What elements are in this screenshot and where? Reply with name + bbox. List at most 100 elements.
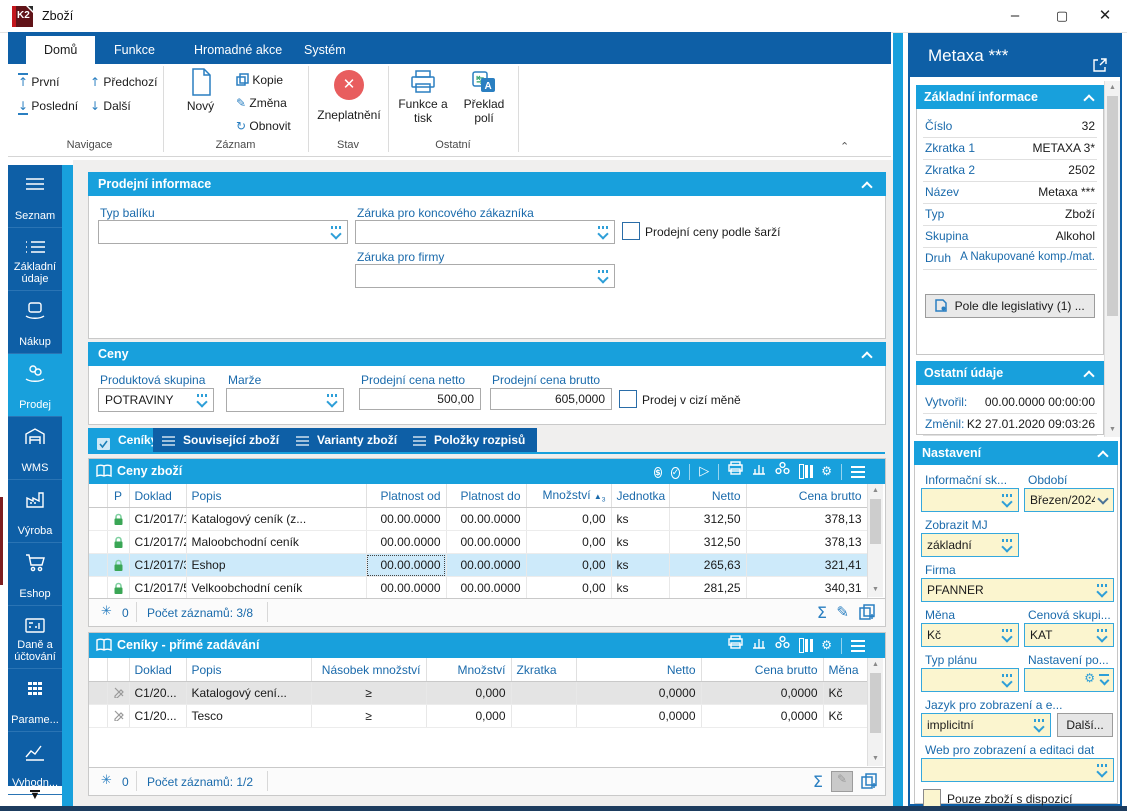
dropdown-icon[interactable]: [1095, 583, 1109, 597]
translate-fields-button[interactable]: ↹ A Překlad polí: [456, 70, 512, 125]
zobrazit-mj-combo[interactable]: základní: [921, 533, 1019, 557]
next-button[interactable]: ↓ Další: [90, 99, 131, 113]
sum-icon[interactable]: Σ: [816, 603, 827, 622]
sidebar-item-wms[interactable]: WMS: [8, 417, 62, 480]
refresh-button[interactable]: ↻ Obnovit: [236, 119, 291, 133]
close-button[interactable]: ✕: [1098, 7, 1112, 24]
table-row-selected-inactive[interactable]: C1/20... Katalogový cení... ≥ 0,000 0,00…: [89, 681, 868, 705]
cena-netto-input[interactable]: 500,00: [359, 388, 481, 410]
cell-popis[interactable]: Eshop: [186, 553, 367, 577]
col-p[interactable]: P: [107, 484, 130, 508]
table-row[interactable]: C1/2017/2 Maloobchodní ceník 00.00.0000 …: [89, 530, 868, 554]
cell-brutto[interactable]: 0,0000: [701, 681, 824, 705]
print-icon[interactable]: [728, 459, 743, 484]
cell-brutto[interactable]: 378,13: [746, 507, 868, 531]
copy-add-icon[interactable]: [859, 604, 877, 623]
col-mnozstvi[interactable]: Množství ▲3: [526, 484, 612, 508]
cell-jednotka[interactable]: ks: [611, 576, 670, 600]
col-doklad[interactable]: Doklad: [129, 484, 187, 508]
cell-popis[interactable]: Katalogový ceník (z...: [186, 507, 367, 531]
scroll-up-icon[interactable]: ▲: [1109, 84, 1116, 91]
zaruka-firmy-combo[interactable]: [355, 264, 615, 288]
sidebar-item-vyroba[interactable]: Výroba: [8, 480, 62, 543]
confirm-icon[interactable]: ✓: [670, 467, 681, 479]
cell-doklad[interactable]: C1/2017/3: [129, 553, 187, 577]
cell-popis[interactable]: Velkoobchodní ceník: [186, 576, 367, 600]
copy-add-icon[interactable]: [861, 773, 879, 792]
run-icon[interactable]: ▷: [699, 464, 710, 479]
dropdown-icon[interactable]: [1000, 628, 1014, 642]
functions-print-button[interactable]: Funkce a tisk: [394, 70, 452, 125]
dalsi-button[interactable]: Další...: [1057, 713, 1113, 737]
cell-mena[interactable]: Kč: [823, 704, 868, 728]
workflow-icon[interactable]: [775, 459, 790, 484]
jazyk-combo[interactable]: implicitní: [921, 713, 1051, 737]
cell-netto[interactable]: 281,25: [669, 576, 747, 600]
last-button[interactable]: ↓ Poslední: [18, 99, 79, 115]
copy-button[interactable]: Kopie: [236, 70, 283, 90]
cell-netto[interactable]: 312,50: [669, 507, 747, 531]
table-row[interactable]: C1/20... Tesco ≥ 0,000 0,0000 0,0000 Kč: [89, 704, 868, 728]
cell-doklad[interactable]: C1/2017/5: [129, 576, 187, 600]
col-popis[interactable]: Popis: [186, 658, 312, 682]
col-doklad[interactable]: Doklad: [129, 658, 187, 682]
dropdown-icon[interactable]: [1000, 493, 1014, 507]
edit-disabled-button[interactable]: ✎: [831, 771, 853, 792]
scroll-up-icon[interactable]: ▲: [872, 487, 879, 494]
cell-mnozstvi[interactable]: 0,00: [526, 507, 612, 531]
cell-mnozstvi[interactable]: 0,00: [526, 530, 612, 554]
cell-platnost-do[interactable]: 00.00.0000: [446, 576, 527, 600]
collapse-chevron-icon[interactable]: [1085, 369, 1094, 378]
sidebar-item-nakup[interactable]: Nákup: [8, 291, 62, 354]
typ-planu-combo[interactable]: [921, 668, 1019, 692]
minimize-button[interactable]: –: [1010, 7, 1020, 24]
grid-menu-icon[interactable]: [851, 639, 865, 642]
produktova-skupina-combo[interactable]: POTRAVINY: [98, 388, 214, 412]
grid-menu-icon[interactable]: [851, 465, 865, 468]
chart-icon[interactable]: [752, 459, 766, 484]
scroll-thumb[interactable]: [1107, 96, 1118, 316]
cell-brutto[interactable]: 340,31: [746, 576, 868, 600]
open-in-window-icon[interactable]: [1092, 47, 1108, 72]
scroll-down-icon[interactable]: ▼: [1109, 426, 1116, 433]
zaruka-koncovy-combo[interactable]: [355, 220, 615, 244]
settings-gear-icon[interactable]: ⚙: [821, 638, 832, 652]
dropdown-chevron-icon[interactable]: [1098, 495, 1108, 505]
cell-zkratka[interactable]: [511, 704, 577, 728]
panel-header[interactable]: Ceny: [88, 342, 886, 366]
sidebar-item-zakladni-udaje[interactable]: Základní údaje: [8, 228, 62, 291]
collapse-chevron-icon[interactable]: [863, 350, 872, 359]
sidebar-item-vyhodnoceni[interactable]: Vyhodn...: [8, 732, 62, 795]
columns-icon[interactable]: [799, 638, 805, 653]
sidebar-item-dane-uctovani[interactable]: Daně a účtování: [8, 606, 62, 669]
scroll-up-icon[interactable]: ▲: [872, 661, 879, 668]
print-icon[interactable]: [728, 633, 743, 658]
cell-platnost-od[interactable]: 00.00.0000: [366, 507, 447, 531]
cell-mnozstvi[interactable]: 0,00: [526, 553, 612, 577]
dropdown-icon[interactable]: [195, 393, 209, 407]
sidebar-item-parametry[interactable]: Parame...: [8, 669, 62, 732]
tab-varianty-zbozi[interactable]: Varianty zboží: [287, 428, 410, 452]
mena-combo[interactable]: Kč: [921, 623, 1019, 647]
dropdown-icon[interactable]: [1095, 763, 1109, 777]
scroll-down-icon[interactable]: ▼: [872, 755, 879, 762]
ribbon-collapse-icon[interactable]: ⌃: [840, 141, 850, 153]
sidebar-item-prodej[interactable]: Prodej: [8, 354, 62, 417]
table-row-selected[interactable]: C1/2017/3 Eshop 00.00.0000 00.00.0000 0,…: [89, 553, 868, 577]
cell-platnost-od[interactable]: 00.00.0000: [366, 530, 447, 554]
cell-mnozstvi[interactable]: 0,000: [426, 704, 512, 728]
scroll-thumb[interactable]: [870, 499, 881, 544]
ceny-podle-sarzi-checkbox[interactable]: [622, 222, 640, 240]
cell-platnost-od[interactable]: 00.00.0000: [366, 576, 447, 600]
dropdown-icon[interactable]: [1095, 628, 1109, 642]
col-mena[interactable]: Měna: [823, 658, 868, 682]
cell-doklad[interactable]: C1/2017/1: [129, 507, 187, 531]
tab-polozky-rozpisu[interactable]: Položky rozpisů: [404, 428, 538, 452]
cell-netto[interactable]: 312,50: [669, 530, 747, 554]
legislativa-button[interactable]: Pole dle legislativy (1) ...: [925, 294, 1095, 318]
columns-icon[interactable]: [799, 464, 805, 479]
cell-doklad[interactable]: C1/20...: [129, 704, 187, 728]
settings-gear-icon[interactable]: ⚙: [821, 464, 832, 478]
col-nasobek[interactable]: Násobek množství: [311, 658, 427, 682]
col-netto[interactable]: Netto: [576, 658, 702, 682]
